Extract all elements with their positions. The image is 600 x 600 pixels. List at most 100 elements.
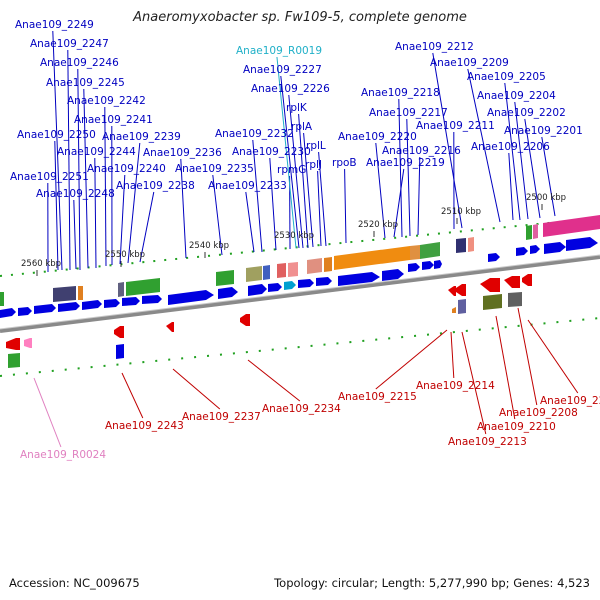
scale-ticks [36,204,543,276]
gene-label: Anae109_2238 [116,180,195,192]
gene-arrow [566,237,598,251]
gene-label: Anae109_2218 [361,87,440,99]
feature-box [0,292,4,306]
gene-arrow [166,322,174,332]
gene-label: Anae109_R0024 [20,449,106,461]
gene-label: Anae109_2240 [87,163,166,175]
gene-arrow [434,260,442,269]
leader-line [104,106,107,267]
gene-arrow [298,279,314,288]
leader-line [514,101,529,220]
scale-labels: 2560 kbp 2550 kbp 2540 kbp 2530 kbp 2520 kbp… [21,193,566,269]
leader-line [298,113,309,249]
leader-line [67,49,71,271]
gene-arrow [488,253,500,262]
gene-label: Anae109_2230 [232,146,311,158]
scale-label: 2510 kbp [441,207,481,217]
leader-line [432,52,463,229]
gene-label: Anae109_2239 [102,131,181,143]
leader-line [527,319,579,394]
gene-label: Anae109_2241 [74,114,153,126]
gene-label: Anae109_2226 [251,83,330,95]
feature-box [307,258,322,274]
feature-box [263,265,270,280]
gene-arrow [408,263,420,272]
feature-box [288,262,298,277]
scale-label: 2520 kbp [358,220,398,230]
gene-label: Anae109_2237 [182,411,261,423]
leader-line [212,174,223,256]
leader-line [276,56,297,249]
leader-line [269,157,277,251]
leader-line [252,139,263,253]
gene-label: Anae109_2215 [338,391,417,403]
leader-line [406,118,411,237]
gene-arrow [0,308,16,318]
leader-line [119,174,126,265]
scale-label: 2530 kbp [274,231,314,241]
gene-label: Anae109_2220 [338,131,417,143]
feature-box [410,245,420,260]
gene-label: rpmG [277,164,306,176]
gene-label: Anae109_2214 [416,380,495,392]
leader-line [52,30,63,271]
leader-line [247,359,301,402]
gene-label: Anae109_2206 [471,141,550,153]
feature-box [277,263,286,278]
leader-line [139,191,155,263]
gene-arrow [516,247,528,256]
leader-line [541,136,556,217]
gene-arrow [268,283,282,292]
gene-arrow [522,274,532,286]
gene-arrow [104,299,120,308]
scale-label: 2500 kbp [526,193,566,203]
gene-arrow [142,295,162,304]
gene-arrow [504,276,520,288]
gene-label: Anae109_2232 [215,128,294,140]
feature-box [483,294,502,310]
gene-label: Anae109_2217 [369,107,448,119]
leader-line [461,331,487,435]
gene-arrow [456,284,466,296]
gene-label: Anae109_2219 [366,157,445,169]
gene-arrow [24,338,32,348]
gene-label: Anae109_2233 [208,180,287,192]
leader-line [524,118,541,219]
leader-line [375,329,448,390]
gene-label: Anae109_R0019 [236,45,322,57]
leader-line [280,75,300,249]
forward-genes [0,237,598,318]
scale-label: 2540 kbp [189,241,229,251]
gene-label: Anae109_2208 [499,407,578,419]
feature-box [216,270,234,286]
gene-arrow [338,272,380,286]
gene-label: rplJ [305,159,322,171]
leader-line [393,168,405,238]
scale-label: 2550 kbp [105,250,145,260]
gene-label: Anae109_2247 [30,38,109,50]
gene-arrow [122,297,140,306]
gene-label: Anae109_2204 [477,90,556,102]
gene-label: Anae109_2209 [430,57,509,69]
feature-box [526,225,532,240]
leader-line [180,158,187,259]
genome-backbone [0,254,600,333]
gene-label: Anae109_2250 [17,129,96,141]
leader-line [77,68,81,271]
leader-line [318,151,327,247]
gene-arrow [82,300,102,310]
gene-arrow [530,245,540,254]
gene-arrow [480,278,500,292]
gene-label: Anae109_2207 [540,395,600,407]
reverse-strand-guide [0,317,600,377]
gene-arrow [168,290,214,305]
reverse-genes [6,274,532,350]
gene-label: Anae109_2210 [477,421,556,433]
feature-box [533,224,538,239]
gene-arrow [114,326,124,338]
leader-line [33,377,62,448]
feature-box [458,299,466,314]
leader-line [73,199,77,270]
gene-label: Anae109_2251 [10,171,89,183]
gene-label: Anae109_2216 [382,145,461,157]
